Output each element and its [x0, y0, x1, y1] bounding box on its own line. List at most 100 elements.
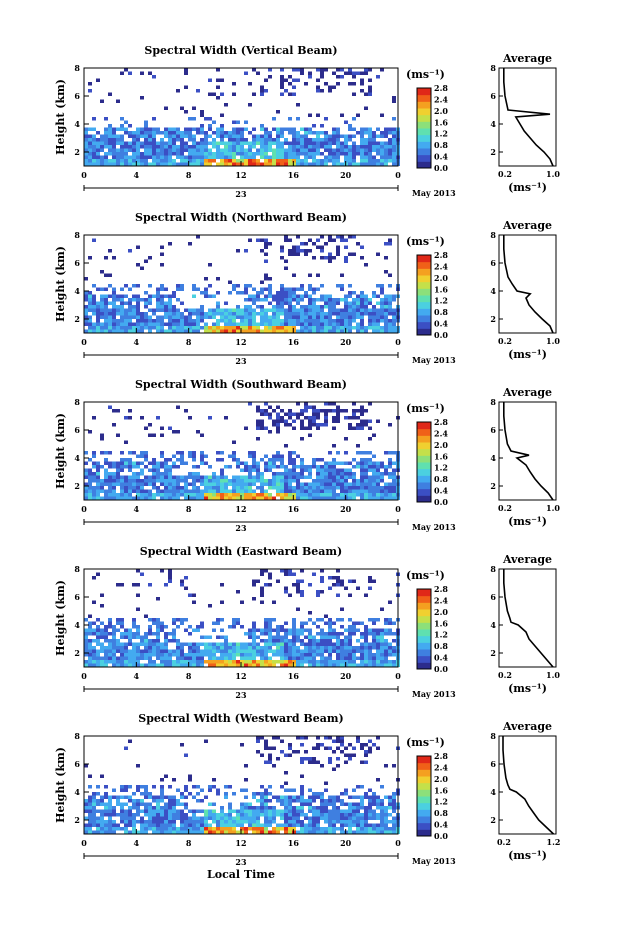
heat-cell [168, 319, 172, 323]
colorbar: 0.00.40.81.21.62.02.42.8 [416, 584, 448, 674]
heat-cell [252, 642, 256, 646]
heat-cell [296, 583, 300, 587]
heat-cell [264, 127, 268, 131]
heat-cell [164, 660, 168, 664]
heat-cell [164, 134, 168, 138]
heat-cell [168, 162, 172, 166]
heat-cell [348, 653, 352, 657]
heat-cell [132, 823, 136, 827]
heat-cell [332, 134, 336, 138]
heat-cell [108, 134, 112, 138]
heat-cell [264, 145, 268, 149]
heat-cell [84, 639, 88, 643]
y-tick-label: 2 [74, 815, 80, 825]
heat-cell [392, 96, 396, 100]
heat-cell [232, 618, 236, 622]
heat-cell [204, 813, 208, 817]
heat-cell [348, 642, 352, 646]
heat-cell [180, 159, 184, 163]
heat-cell [208, 162, 212, 166]
heat-cell [260, 322, 264, 326]
heat-cell [244, 159, 248, 163]
heat-cell [128, 628, 132, 632]
heat-cell [348, 757, 352, 761]
heat-cell [84, 127, 88, 131]
heat-cell [96, 625, 100, 629]
heat-cell [304, 635, 308, 639]
heat-cell [300, 802, 304, 806]
heat-cell [276, 145, 280, 149]
heat-cell [220, 141, 224, 145]
heat-cell [348, 639, 352, 643]
heat-cell [372, 308, 376, 312]
heat-cell [316, 496, 320, 500]
heat-cell [348, 329, 352, 333]
heat-cell [228, 496, 232, 500]
heat-cell [92, 162, 96, 166]
heat-cell [204, 635, 208, 639]
heat-cell [152, 621, 156, 625]
heat-cell [88, 646, 92, 650]
heat-cell [320, 298, 324, 302]
heat-cell [292, 155, 296, 159]
heat-cell [368, 159, 372, 163]
heat-cell [268, 646, 272, 650]
heat-cell [264, 454, 268, 458]
heat-cell [248, 145, 252, 149]
heat-cell [136, 159, 140, 163]
heat-cell [108, 465, 112, 469]
heat-cell [184, 618, 188, 622]
heat-cell [252, 621, 256, 625]
heat-cell [136, 830, 140, 834]
heat-cell [172, 475, 176, 479]
heat-cell [320, 319, 324, 323]
heat-cell [348, 806, 352, 810]
colorbar-swatch [417, 782, 431, 790]
heat-cell [128, 806, 132, 810]
heat-cell [268, 308, 272, 312]
heat-cell [256, 792, 260, 796]
colorbar-unit: (ms⁻¹) [406, 402, 445, 415]
x-tick-label: 0 [81, 838, 87, 848]
heat-cell [364, 131, 368, 135]
heat-cell [352, 816, 356, 820]
heat-cell [388, 618, 392, 622]
heat-cell [252, 461, 256, 465]
heat-cell [276, 479, 280, 483]
heat-cell [340, 579, 344, 583]
heat-cell [284, 419, 288, 423]
heat-cell [128, 131, 132, 135]
heat-cell [372, 329, 376, 333]
heat-cell [196, 830, 200, 834]
heat-cell [380, 472, 384, 476]
heat-cell [236, 642, 240, 646]
heat-cell [388, 813, 392, 817]
heat-cell [272, 475, 276, 479]
heat-cell [340, 489, 344, 493]
colorbar-tick-label: 1.6 [434, 284, 448, 294]
heat-cell [280, 461, 284, 465]
heat-cell [300, 486, 304, 490]
heat-cell [248, 628, 252, 632]
heat-cell [300, 412, 304, 416]
heat-cell [316, 479, 320, 483]
heat-cell [124, 458, 128, 462]
heat-cell [120, 465, 124, 469]
heat-cell [148, 162, 152, 166]
heat-cell [164, 148, 168, 152]
heat-cell [308, 141, 312, 145]
heat-cell [104, 117, 108, 121]
heat-cell [300, 419, 304, 423]
heat-cell [372, 642, 376, 646]
heat-cell [144, 301, 148, 305]
heat-cell [328, 315, 332, 319]
heat-cell [196, 809, 200, 813]
heat-cell [124, 329, 128, 333]
heat-cell [304, 326, 308, 330]
heat-cell [112, 256, 116, 260]
heat-cell [360, 155, 364, 159]
heat-cell [136, 788, 140, 792]
heat-cell [192, 809, 196, 813]
colorbar-swatch [417, 635, 431, 643]
heat-cell [172, 141, 176, 145]
